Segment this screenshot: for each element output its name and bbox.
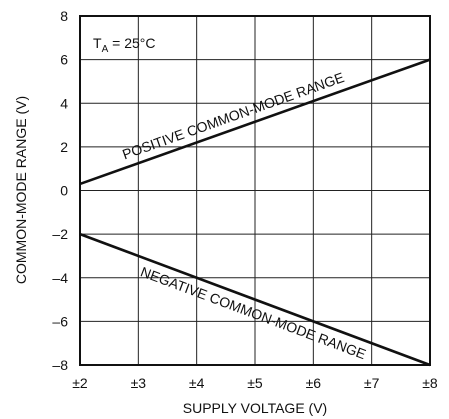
y-tick-label: –2: [52, 226, 68, 242]
y-tick-label: 2: [60, 139, 68, 155]
x-tick-label: ±2: [72, 375, 88, 391]
y-tick-label: 8: [60, 8, 68, 24]
x-tick-labels: ±2 ±3 ±4 ±5 ±6 ±7 ±8: [72, 375, 438, 391]
positive-range-line: [79, 58, 431, 186]
y-tick-label: –6: [52, 313, 68, 329]
x-tick-label: ±5: [247, 375, 263, 391]
plot-frame: [79, 15, 431, 366]
x-tick-label: ±4: [189, 375, 205, 391]
y-tick-label: 4: [60, 95, 68, 111]
y-tick-label: –4: [52, 270, 68, 286]
negative-range-line: [79, 232, 431, 367]
x-axis-label: SUPPLY VOLTAGE (V): [183, 400, 327, 416]
grid: [79, 15, 431, 366]
positive-series-label: POSITIVE COMMON-MODE RANGE: [120, 69, 346, 162]
condition-suffix: = 25°C: [108, 35, 155, 51]
y-tick-label: –8: [52, 357, 68, 373]
x-tick-label: ±3: [131, 375, 147, 391]
condition-prefix: T: [93, 35, 102, 51]
y-tick-label: 6: [60, 52, 68, 68]
y-axis-label: COMMON-MODE RANGE (V): [13, 96, 29, 284]
x-tick-label: ±8: [422, 375, 438, 391]
condition-label: TA = 25°C: [93, 35, 155, 55]
y-tick-labels: –8 –6 –4 –2 0 2 4 6 8: [52, 8, 68, 373]
condition-subscript: A: [102, 44, 109, 55]
x-tick-label: ±7: [364, 375, 380, 391]
x-tick-label: ±6: [306, 375, 322, 391]
series-lines: [79, 58, 431, 367]
y-tick-label: 0: [60, 183, 68, 199]
